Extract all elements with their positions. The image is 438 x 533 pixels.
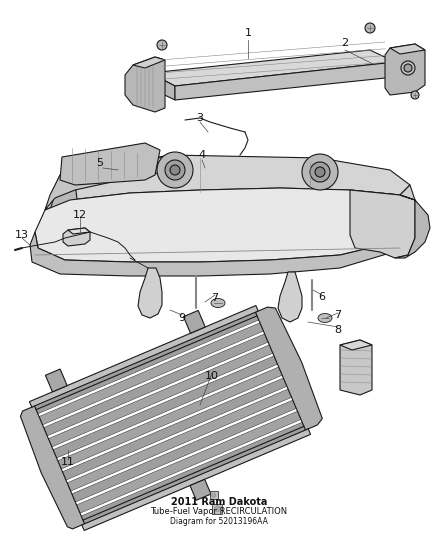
Text: 6: 6 <box>318 292 325 302</box>
Polygon shape <box>340 340 372 395</box>
Ellipse shape <box>318 313 332 322</box>
Text: 13: 13 <box>15 230 29 240</box>
Text: 4: 4 <box>198 150 205 160</box>
Text: 8: 8 <box>335 325 342 335</box>
Polygon shape <box>60 143 160 185</box>
Text: 3: 3 <box>197 113 204 123</box>
Polygon shape <box>68 228 90 234</box>
Circle shape <box>157 152 193 188</box>
Polygon shape <box>45 155 410 210</box>
Polygon shape <box>58 367 282 469</box>
Circle shape <box>310 162 330 182</box>
Polygon shape <box>35 188 405 262</box>
Polygon shape <box>72 400 296 502</box>
Polygon shape <box>49 345 273 447</box>
Polygon shape <box>150 73 175 100</box>
Text: 2: 2 <box>342 38 349 48</box>
Polygon shape <box>340 340 372 350</box>
Polygon shape <box>190 479 211 500</box>
Polygon shape <box>150 50 395 86</box>
Polygon shape <box>34 312 259 414</box>
Polygon shape <box>45 157 140 210</box>
Ellipse shape <box>211 298 225 308</box>
Circle shape <box>165 160 185 180</box>
Polygon shape <box>21 406 85 529</box>
Polygon shape <box>77 411 301 513</box>
Polygon shape <box>63 228 90 246</box>
Text: Tube-Fuel Vapor RECIRCULATION: Tube-Fuel Vapor RECIRCULATION <box>150 507 288 516</box>
Text: 5: 5 <box>96 158 103 168</box>
Bar <box>210 491 218 499</box>
Text: 7: 7 <box>212 293 219 303</box>
Circle shape <box>215 506 220 512</box>
Polygon shape <box>184 310 205 333</box>
Polygon shape <box>385 44 425 95</box>
Polygon shape <box>81 422 306 524</box>
Polygon shape <box>395 195 430 258</box>
Bar <box>212 504 222 514</box>
Circle shape <box>212 493 216 497</box>
Circle shape <box>365 23 375 33</box>
Text: Diagram for 52013196AA: Diagram for 52013196AA <box>170 516 268 526</box>
Polygon shape <box>390 44 425 54</box>
Polygon shape <box>350 185 415 258</box>
Text: 10: 10 <box>205 371 219 381</box>
Polygon shape <box>133 57 165 68</box>
Polygon shape <box>62 157 180 182</box>
Text: 1: 1 <box>244 28 251 38</box>
Circle shape <box>401 61 415 75</box>
Polygon shape <box>138 268 162 318</box>
Text: 2011 Ram Dakota: 2011 Ram Dakota <box>171 497 267 507</box>
Polygon shape <box>67 389 292 491</box>
Circle shape <box>315 167 325 177</box>
Polygon shape <box>39 323 264 425</box>
Polygon shape <box>63 378 287 480</box>
Circle shape <box>404 64 412 72</box>
Polygon shape <box>82 429 311 530</box>
Polygon shape <box>53 356 278 458</box>
Polygon shape <box>255 307 322 430</box>
Text: 12: 12 <box>73 210 87 220</box>
Polygon shape <box>29 305 258 407</box>
Circle shape <box>302 154 338 190</box>
Polygon shape <box>278 272 302 322</box>
Text: 9: 9 <box>178 313 186 323</box>
Polygon shape <box>175 62 395 100</box>
Polygon shape <box>30 232 400 276</box>
Text: 7: 7 <box>335 310 342 320</box>
Circle shape <box>170 165 180 175</box>
Circle shape <box>411 91 419 99</box>
Polygon shape <box>46 369 67 392</box>
Text: 11: 11 <box>61 457 75 467</box>
Polygon shape <box>50 172 78 218</box>
Circle shape <box>157 40 167 50</box>
Polygon shape <box>44 334 268 436</box>
Polygon shape <box>125 57 165 112</box>
